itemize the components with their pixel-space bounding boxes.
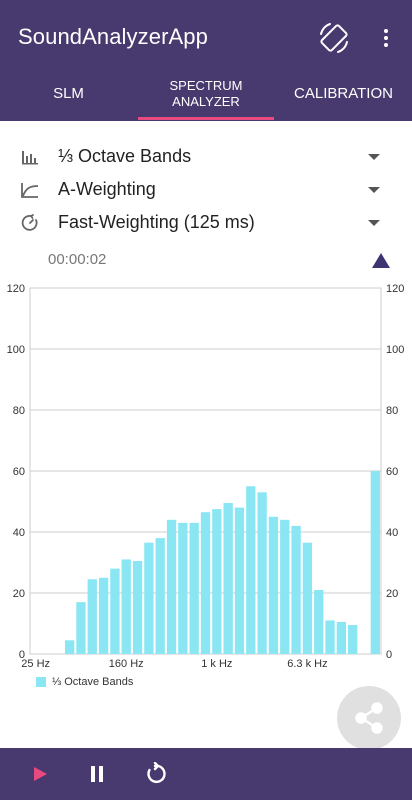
spectrum-bar (110, 568, 120, 654)
app-title: SoundAnalyzerApp (18, 24, 208, 49)
spectrum-bar (155, 538, 165, 654)
y-axis-left-tick-label: 100 (7, 344, 25, 356)
spectrum-bar (132, 560, 143, 654)
y-axis-left-tick-label: 0 (19, 649, 25, 661)
play-button[interactable] (30, 764, 50, 784)
spectrum-bar (234, 507, 245, 654)
time-weighting-dropdown[interactable]: Fast-Weighting (125 ms) (0, 207, 412, 239)
legend-label: ⅓ Octave Bands (52, 676, 134, 688)
share-button[interactable] (337, 686, 401, 750)
timer-icon (20, 213, 40, 233)
chevron-down-icon (368, 220, 380, 226)
x-axis-tick-label: 6.3 k Hz (287, 658, 327, 670)
y-axis-right-tick-label: 120 (386, 283, 404, 295)
y-axis-right-tick-label: 100 (386, 344, 404, 356)
spectrum-bar (268, 516, 279, 654)
tab-bar: SLM SPECTRUM ANALYZER CALIBRATION (0, 66, 412, 121)
spectrum-bar (200, 512, 211, 654)
chevron-down-icon (368, 187, 380, 193)
spectrum-bar (246, 486, 256, 654)
spectrum-bar (189, 522, 199, 654)
spectrum-chart-svg: 0 0 20 20 40 40 60 60 80 80 100 100 120 120 25 Hz 160 H… (7, 283, 405, 670)
spectrum-bar (178, 522, 188, 654)
legend-swatch (36, 677, 46, 687)
bar-chart-icon (20, 147, 40, 167)
spectrum-bar (336, 621, 347, 654)
y-axis-right-tick-label: 80 (386, 405, 398, 417)
frequency-weighting-dropdown[interactable]: A-Weighting (0, 174, 412, 206)
pause-icon (91, 766, 103, 782)
spectrum-bar (348, 625, 358, 654)
band-mode-value: ⅓ Octave Bands (58, 146, 192, 166)
tab-slm[interactable]: SLM (53, 84, 84, 102)
tab-spectrum-analyzer[interactable]: SPECTRUM ANALYZER (137, 66, 275, 121)
spectrum-bar (302, 542, 313, 654)
elapsed-timer: 00:00:02 (48, 251, 107, 268)
tab-spectrum-label-line2: ANALYZER (172, 93, 240, 109)
spectrum-bar (257, 492, 267, 654)
tab-selected-indicator (138, 117, 274, 120)
spectrum-bar (370, 471, 380, 654)
x-axis-tick-label: 1 k Hz (201, 658, 232, 670)
more-vert-icon[interactable] (378, 22, 394, 54)
spectrum-bar (144, 542, 154, 654)
y-axis-left-tick-label: 60 (13, 466, 25, 478)
weighting-curve-icon (20, 180, 40, 200)
y-axis-right-tick-label: 60 (386, 466, 398, 478)
app-bar: SoundAnalyzerApp SLM SPECTRUM ANALYZER C… (0, 0, 412, 121)
tab-spectrum-label-line1: SPECTRUM (169, 77, 243, 93)
spectrum-bar (98, 577, 109, 654)
x-axis-tick-label: 25 Hz (21, 658, 50, 670)
spectrum-bar (166, 519, 177, 654)
y-axis-left-tick-label: 20 (13, 588, 25, 600)
spectrum-bar (212, 509, 222, 654)
x-axis-tick-label: 160 Hz (109, 658, 144, 670)
replay-icon (147, 761, 166, 784)
y-axis-left-tick-label: 120 (7, 283, 25, 295)
spectrum-bar (314, 589, 324, 654)
time-weighting-value: Fast-Weighting (125 ms) (58, 212, 255, 232)
reset-button[interactable] (143, 761, 167, 786)
spectrum-bar (121, 559, 131, 654)
spectrum-bar (87, 579, 97, 654)
y-axis-right-tick-label: 0 (386, 649, 392, 661)
chevron-down-icon (368, 154, 380, 160)
tab-calibration[interactable]: CALIBRATION (294, 84, 393, 102)
collapse-settings-icon[interactable] (372, 253, 390, 268)
spectrum-chart: 0 0 20 20 40 40 60 60 80 80 100 100 120 120 25 Hz 160 H… (0, 278, 412, 698)
play-icon (34, 767, 47, 781)
share-icon (355, 702, 383, 734)
y-axis-left-tick-label: 80 (13, 405, 25, 417)
spectrum-bar (280, 519, 290, 654)
y-axis-right-tick-label: 40 (386, 527, 398, 539)
spectrum-bar (76, 602, 86, 654)
y-axis-right-tick-label: 20 (386, 588, 398, 600)
bottom-control-bar (0, 748, 412, 800)
pause-button[interactable] (86, 763, 108, 785)
band-mode-dropdown[interactable]: ⅓ Octave Bands (0, 141, 412, 173)
spectrum-bar (325, 620, 335, 654)
spectrum-bar (223, 503, 233, 654)
spectrum-bar (64, 640, 75, 654)
frequency-weighting-value: A-Weighting (58, 179, 156, 199)
spectrum-bar (291, 525, 301, 654)
screen-rotation-icon[interactable] (316, 20, 352, 56)
y-axis-left-tick-label: 40 (13, 527, 25, 539)
